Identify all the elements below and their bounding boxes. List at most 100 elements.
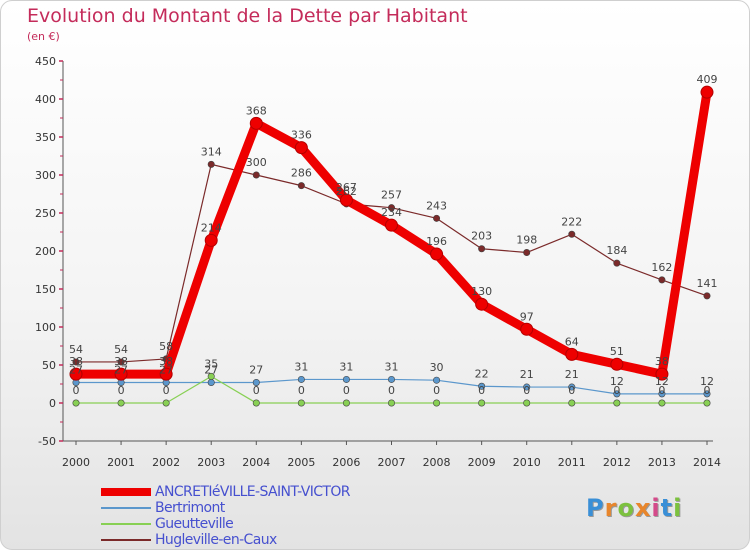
data-point [655,367,669,381]
data-label: 0 [298,384,305,397]
data-label: 0 [73,384,80,397]
data-label: 286 [291,167,312,180]
logo-letter: i [673,494,683,522]
proxiti-logo: Proxiti [586,494,682,522]
x-tick-label: 2001 [107,456,135,469]
logo-letter: t [660,494,674,522]
data-point [478,382,486,390]
data-point [297,375,305,383]
data-point [297,182,305,190]
data-point [700,85,714,99]
data-point [433,214,441,222]
data-label: 0 [433,384,440,397]
data-point [658,276,666,284]
data-point [475,297,489,311]
data-point [69,367,83,381]
legend-label: ANCRETIéVILLE-SAINT-VICTOR [155,484,351,500]
chart-subtitle: (en €) [27,30,60,43]
x-tick-label: 2003 [197,456,225,469]
data-point [523,383,531,391]
data-label: 262 [336,185,357,198]
y-tick-label: 450 [35,55,56,68]
data-label: 0 [658,384,665,397]
data-point [658,390,666,398]
data-point [342,375,350,383]
logo-letter: x [634,494,652,522]
data-point [294,141,308,155]
data-label: 58 [159,340,173,353]
data-point [387,375,395,383]
data-point [117,358,125,366]
data-point [523,249,531,257]
data-label: 38 [69,355,83,368]
data-point [703,390,711,398]
data-label: 198 [516,234,537,247]
y-tick-label: 250 [35,207,56,220]
legend-label: Gueutteville [155,516,234,532]
data-point [478,399,486,407]
data-point [252,171,260,179]
data-label: 31 [294,360,308,373]
data-label: 31 [339,360,353,373]
legend-swatch [101,488,151,496]
data-label: 368 [246,104,267,117]
data-point [523,399,531,407]
data-label: 0 [163,384,170,397]
y-tick-label: 150 [35,283,56,296]
data-label: 38 [655,355,669,368]
data-label: 267 [336,181,357,194]
y-tick-label: 0 [49,397,56,410]
data-point [117,399,125,407]
data-label: 27 [69,363,83,376]
data-label: 64 [565,335,579,348]
data-point [297,399,305,407]
y-tick-label: 100 [35,321,56,334]
data-point [387,399,395,407]
data-label: 27 [249,363,263,376]
y-tick-label: 50 [42,359,56,372]
legend-swatch [101,523,151,525]
data-point [568,230,576,238]
series-line-ancreti-ville-saint-victor [71,87,712,379]
data-point [162,399,170,407]
data-label: 27 [114,363,128,376]
x-tick-label: 2013 [648,456,676,469]
data-label: 31 [385,360,399,373]
data-label: 0 [388,384,395,397]
data-label: 35 [204,357,218,370]
data-point [520,322,534,336]
data-label: 0 [118,384,125,397]
y-tick-label: 350 [35,131,56,144]
data-point [387,204,395,212]
data-point [114,367,128,381]
data-point [433,399,441,407]
x-tick-label: 2004 [242,456,270,469]
data-point [72,358,80,366]
chart-title: Evolution du Montant de la Dette par Hab… [27,5,468,27]
data-label: 336 [291,129,312,142]
data-point [207,378,215,386]
data-label: 51 [610,345,624,358]
legend-swatch [101,539,151,541]
x-tick-label: 2002 [152,456,180,469]
data-point [658,399,666,407]
data-point [159,367,173,381]
data-label: 214 [201,221,222,234]
data-point [703,292,711,300]
data-point [249,116,263,130]
data-label: 22 [475,367,489,380]
data-label: 243 [426,199,447,212]
data-point [613,259,621,267]
data-label: 162 [651,261,672,274]
data-point [72,399,80,407]
x-tick-label: 2008 [423,456,451,469]
data-point [565,347,579,361]
data-label: 38 [159,355,173,368]
data-label: 54 [69,343,83,356]
data-point [252,378,260,386]
data-label: 12 [610,375,624,388]
data-label: 300 [246,156,267,169]
data-label: 0 [343,384,350,397]
data-point [568,399,576,407]
